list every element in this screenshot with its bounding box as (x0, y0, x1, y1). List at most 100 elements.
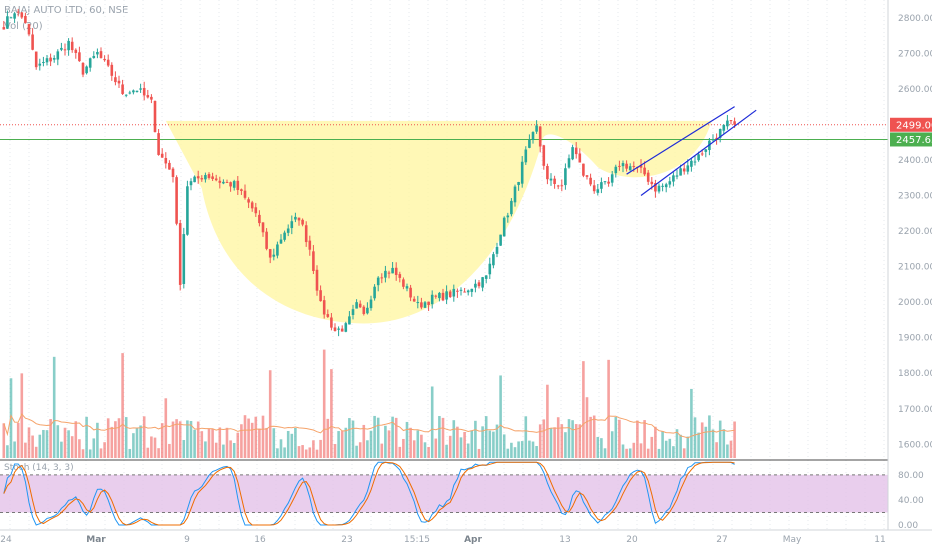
volume-bar (697, 432, 700, 458)
candle-body (668, 181, 672, 185)
candle-body (175, 177, 178, 224)
volume-bar (618, 419, 621, 458)
candle-body (142, 87, 146, 96)
volume-bar (380, 443, 384, 458)
candle-body (229, 182, 232, 187)
candle-body (16, 11, 20, 13)
candle-body (484, 275, 488, 279)
volume-bar (189, 420, 193, 458)
candle-body (373, 286, 376, 299)
candle-body (42, 62, 45, 64)
volume-bar (326, 418, 330, 458)
candle-body (445, 291, 448, 300)
candle-body (650, 181, 654, 185)
candle-body (729, 120, 733, 122)
candle-body (722, 124, 726, 131)
volume-bar (34, 446, 38, 458)
candle-body (528, 140, 531, 148)
candle-body (474, 283, 477, 288)
volume-bar (74, 421, 78, 458)
volume-ma-line (3, 413, 735, 439)
volume-bar (139, 425, 142, 458)
price-tick-label: 2400.00 (898, 156, 932, 166)
candle-body (186, 186, 189, 235)
candle-body (56, 51, 60, 60)
stoch-indicator-title[interactable]: Stoch (14, 3, 3) (4, 463, 74, 473)
volume-bar (448, 435, 452, 458)
price-tick-label: 2300.00 (898, 192, 932, 202)
candle-body (438, 292, 441, 299)
candle-body (222, 181, 225, 184)
candle-body (567, 158, 571, 168)
volume-bar (686, 436, 690, 458)
volume-bar (132, 433, 135, 458)
volume-bar (542, 419, 546, 458)
volume-bar (510, 442, 513, 458)
candle-body (268, 249, 272, 258)
volume-bar (693, 417, 697, 458)
candle-body (614, 166, 618, 174)
candle-body (358, 303, 362, 308)
volume-bar (211, 428, 214, 458)
volume-bar (358, 442, 362, 458)
candle-body (574, 147, 578, 155)
time-tick-label: 20 (626, 535, 638, 545)
candle-body (276, 244, 279, 256)
volume-bar (330, 369, 333, 458)
symbol-title[interactable]: BAJAJ AUTO LTD, 60, NSE (4, 5, 129, 16)
candle-body (160, 153, 164, 158)
candle-body (150, 96, 153, 100)
volume-bar (402, 438, 405, 458)
price-tick-label: 2800.00 (898, 14, 932, 24)
candle-body (686, 165, 690, 172)
volume-bar (416, 430, 420, 458)
volume-bar (42, 429, 45, 458)
candle-body (661, 185, 664, 187)
volume-bar (538, 424, 542, 458)
volume-bar (654, 426, 657, 458)
candle-body (204, 175, 207, 180)
candle-body (67, 40, 70, 51)
volume-bar (459, 437, 463, 458)
volume-bar (524, 416, 528, 458)
volume-bar (405, 421, 409, 458)
volume-bar (182, 440, 186, 458)
candle-body (391, 267, 394, 274)
volume-bar (164, 398, 168, 458)
candle-body (207, 174, 211, 178)
volume-bar (247, 418, 250, 458)
volume-bar (290, 433, 294, 458)
candle-body (564, 168, 567, 186)
candle-body (643, 167, 646, 175)
volume-bar (128, 448, 132, 458)
volume-bar (506, 448, 510, 458)
candle-body (639, 165, 643, 168)
candle-body (693, 161, 697, 163)
candle-body (247, 199, 250, 203)
candle-body (117, 80, 121, 84)
volume-bar (88, 449, 92, 458)
volume-bar (157, 448, 160, 458)
candle-body (49, 57, 52, 62)
candle-body (74, 49, 78, 53)
volume-bar (549, 428, 553, 458)
candle-body (542, 145, 546, 166)
volume-bar (715, 442, 718, 458)
volume-indicator-title[interactable]: Vol (20) (4, 21, 43, 32)
candle-body (283, 232, 286, 240)
volume-bar (254, 416, 258, 458)
volume-bar (409, 427, 412, 458)
volume-bar (168, 443, 171, 458)
volume-bar (675, 429, 679, 458)
volume-bar (355, 445, 358, 458)
volume-bar (600, 438, 603, 458)
volume-bar (63, 427, 67, 458)
volume-bar (517, 441, 520, 458)
candle-body (430, 294, 434, 305)
volume-bar (621, 444, 625, 458)
candle-body (524, 149, 528, 163)
volume-bar (103, 442, 106, 458)
volume-bar (308, 447, 312, 458)
candle-body (322, 300, 326, 315)
